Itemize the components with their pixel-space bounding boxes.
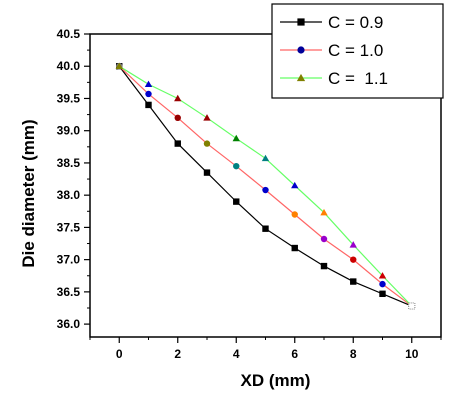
- circle-marker: [291, 211, 298, 218]
- y-tick-label: 38.5: [57, 156, 81, 170]
- circle-marker: [350, 256, 357, 263]
- circle-marker: [297, 46, 305, 54]
- circle-marker: [379, 280, 386, 288]
- series-triangle: [115, 62, 416, 310]
- square-marker: [145, 101, 152, 109]
- axis-ticks: 0 2 4 6 8 10 36.0 36.5 37.0 37.5 38.0 38.5 39.0 39.5 4…: [57, 27, 442, 361]
- circle-marker: [320, 235, 328, 243]
- legend-label: C = 0.9: [328, 13, 383, 32]
- x-tick-label: 4: [233, 347, 240, 361]
- legend: C = 0.9 C = 1.0 C = 1.1: [271, 3, 444, 99]
- triangle-marker: [115, 62, 123, 69]
- x-tick-label: 0: [116, 347, 123, 361]
- square-marker: [379, 290, 386, 298]
- x-tick-label: 6: [291, 347, 298, 361]
- square-marker: [350, 278, 357, 285]
- triangle-marker: [261, 154, 270, 162]
- y-tick-label: 39.0: [57, 124, 81, 138]
- triangle-marker: [232, 134, 240, 142]
- circle-marker: [145, 90, 152, 98]
- square-marker: [233, 198, 240, 205]
- circle-marker: [262, 186, 269, 194]
- y-tick-label: 36.0: [57, 317, 81, 331]
- square-marker: [320, 262, 328, 270]
- x-tick-label: 8: [350, 347, 357, 361]
- square-marker: [297, 18, 305, 26]
- square-marker: [291, 244, 298, 252]
- x-tick-label: 2: [174, 347, 181, 361]
- y-axis-title: Die diameter (mm): [19, 119, 38, 267]
- endpoint-marker: [408, 302, 416, 310]
- triangle-marker: [174, 94, 182, 102]
- series-line: [118, 65, 413, 307]
- square-marker: [262, 225, 269, 232]
- y-tick-label: 36.5: [57, 285, 81, 299]
- circle-marker: [203, 140, 211, 147]
- y-tick-label: 37.5: [57, 220, 81, 234]
- series-line: [118, 65, 412, 307]
- triangle-marker: [349, 241, 357, 248]
- triangle-marker: [296, 73, 306, 82]
- square-marker: [174, 140, 181, 147]
- y-tick-label: 39.5: [57, 91, 81, 105]
- triangle-marker: [203, 114, 211, 121]
- triangle-marker: [320, 208, 328, 216]
- square-marker: [203, 169, 211, 176]
- series-layer: [115, 62, 416, 310]
- x-tick-label: 10: [405, 347, 419, 361]
- y-tick-label: 40.0: [57, 59, 81, 73]
- legend-label: C = 1.0: [328, 41, 383, 60]
- triangle-marker: [378, 272, 387, 279]
- legend-label: C = 1.1: [328, 69, 388, 88]
- y-tick-label: 38.0: [57, 188, 81, 202]
- y-tick-label: 40.5: [57, 27, 81, 41]
- series-circle: [116, 63, 416, 310]
- circle-marker: [174, 114, 181, 122]
- triangle-marker: [291, 181, 299, 189]
- x-axis-title: XD (mm): [241, 371, 311, 390]
- circle-marker: [233, 162, 240, 170]
- triangle-marker: [144, 80, 153, 88]
- y-tick-label: 37.0: [57, 253, 81, 267]
- series-square: [116, 63, 416, 310]
- series-line: [118, 65, 413, 307]
